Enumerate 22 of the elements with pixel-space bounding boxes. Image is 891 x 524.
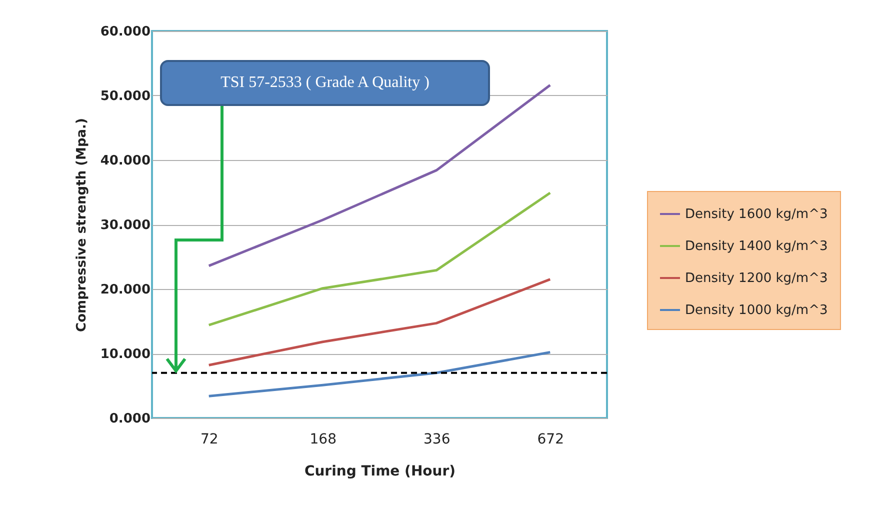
y-tick-label: 60.000 [100, 24, 150, 40]
y-tick-label: 20.000 [100, 282, 150, 298]
legend-label: Density 1000 kg/m^3 [685, 303, 828, 318]
x-tick-label: 168 [310, 432, 336, 448]
y-tick-label: 30.000 [100, 218, 150, 233]
legend-label: Density 1400 kg/m^3 [685, 239, 828, 254]
x-tick-label: 336 [424, 432, 450, 448]
y-axis-title: Compressive strength (Mpa.) [74, 118, 90, 332]
legend-label: Density 1200 kg/m^3 [685, 271, 828, 286]
y-tick-label: 40.000 [100, 154, 150, 168]
line-series [208, 350, 552, 398]
ref-line-label: TSI 57-2533 ( Grade A Quality ) [220, 74, 430, 92]
callout-box: TSI 57-2533 ( Grade A Quality ) [160, 60, 490, 106]
y-tick-label: 50.000 [100, 89, 150, 104]
x-tick-label: 72 [200, 432, 218, 448]
x-tick-label: 672 [537, 432, 564, 448]
y-tick-label: 0.000 [109, 412, 150, 426]
x-axis-title: Curing Time (Hour) [304, 464, 456, 480]
line-series [208, 278, 552, 366]
line-series [208, 192, 552, 326]
y-tick-label: 10.000 [100, 347, 150, 362]
legend-label: Density 1600 kg/m^3 [685, 207, 828, 222]
